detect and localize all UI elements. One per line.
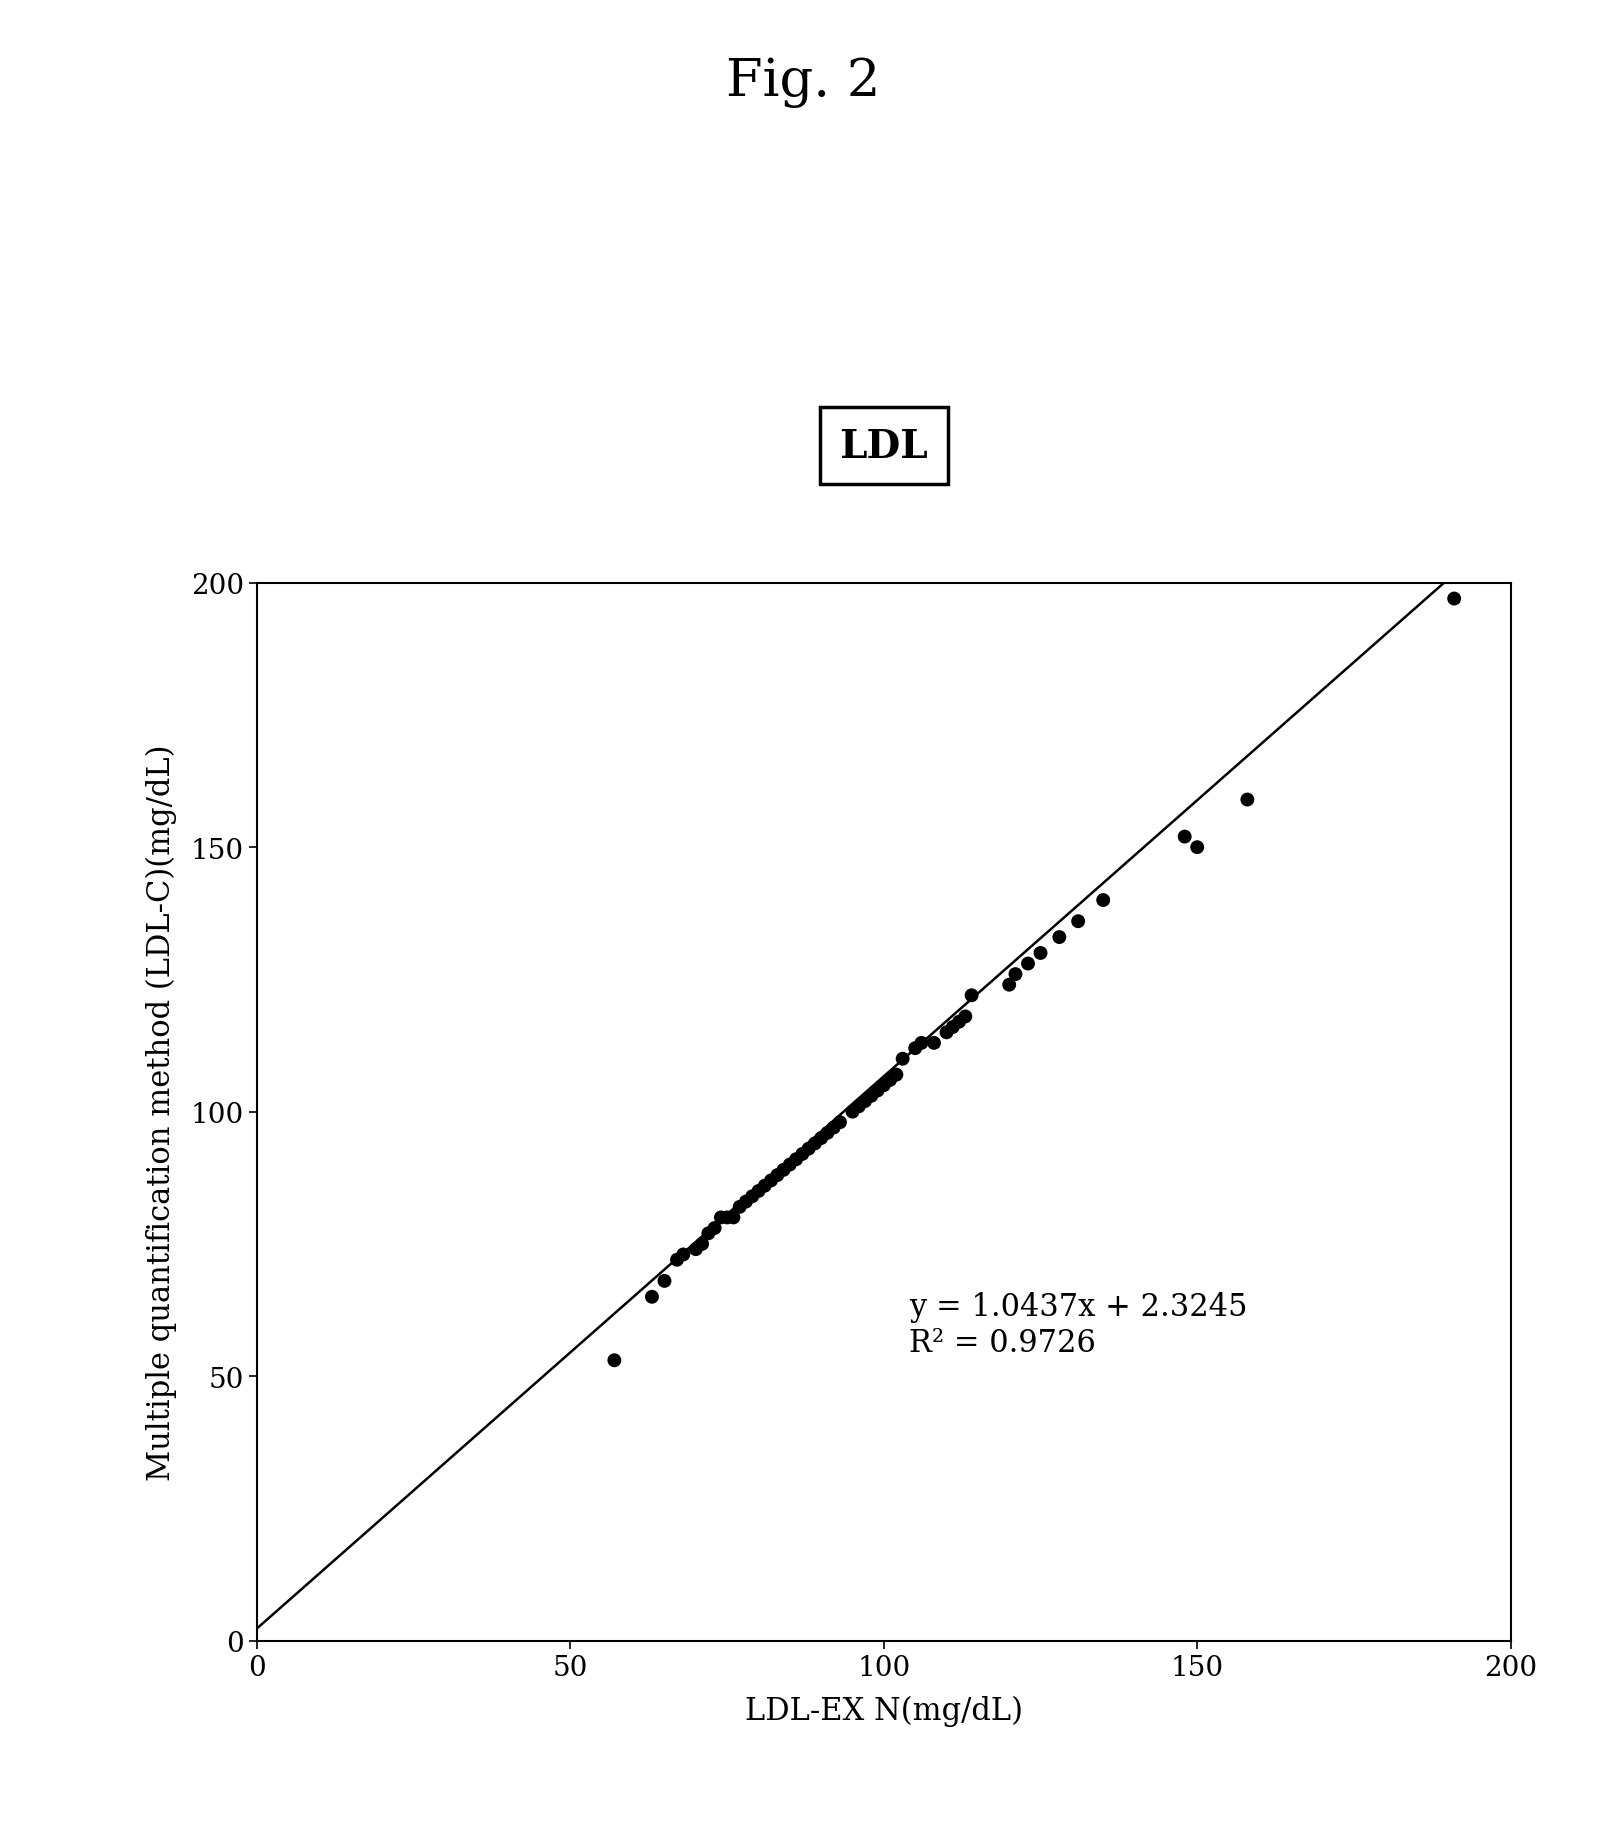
Text: y = 1.0437x + 2.3245
R² = 0.9726: y = 1.0437x + 2.3245 R² = 0.9726 (910, 1293, 1247, 1358)
Point (720, 1203, 746, 1232)
Point (714, 1203, 739, 1232)
Point (871, 1072, 897, 1101)
Point (959, 981, 985, 1010)
Point (1028, 939, 1054, 968)
Point (815, 1119, 840, 1148)
Point (664, 1245, 689, 1274)
Point (821, 1114, 847, 1143)
Point (789, 1139, 815, 1169)
Point (996, 970, 1022, 999)
Point (640, 1283, 665, 1313)
Point (795, 1134, 821, 1163)
Point (739, 1181, 765, 1210)
Point (808, 1123, 834, 1154)
X-axis label: LDL-EX N(mg/dL): LDL-EX N(mg/dL) (746, 1695, 1022, 1726)
Point (858, 1081, 884, 1110)
Point (1172, 822, 1197, 851)
Point (802, 1128, 828, 1158)
Point (845, 1092, 871, 1121)
Point (601, 1345, 627, 1375)
Point (890, 1045, 916, 1074)
Point (670, 1240, 696, 1269)
Point (1234, 786, 1260, 815)
Point (921, 1028, 947, 1057)
Text: LDL: LDL (839, 428, 929, 465)
Point (1046, 922, 1072, 952)
Point (852, 1087, 877, 1116)
Point (828, 1108, 853, 1138)
Point (726, 1192, 752, 1221)
Point (947, 1008, 972, 1037)
Point (759, 1167, 784, 1196)
Point (1090, 886, 1115, 915)
Point (1016, 950, 1041, 979)
Point (839, 1097, 865, 1127)
Point (652, 1267, 678, 1296)
Point (746, 1178, 771, 1207)
Point (940, 1014, 966, 1043)
Point (683, 1234, 709, 1263)
Point (771, 1156, 797, 1185)
Point (1003, 961, 1028, 990)
Point (865, 1076, 890, 1105)
Point (752, 1172, 778, 1201)
Point (953, 1003, 979, 1032)
Point (1065, 908, 1091, 937)
Point (696, 1220, 722, 1249)
Point (733, 1187, 759, 1216)
Point (689, 1229, 715, 1258)
Point (903, 1034, 929, 1063)
Point (702, 1214, 728, 1243)
Point (783, 1145, 808, 1174)
Point (877, 1066, 903, 1096)
Y-axis label: Multiple quantification method (LDL-C)(mg/dL): Multiple quantification method (LDL-C)(m… (146, 744, 177, 1480)
Point (1441, 585, 1467, 614)
Point (908, 1028, 934, 1057)
Point (1184, 833, 1210, 862)
Point (765, 1161, 791, 1190)
Point (709, 1203, 734, 1232)
Point (884, 1061, 910, 1090)
Text: Fig. 2: Fig. 2 (726, 57, 881, 108)
Point (778, 1150, 804, 1179)
Point (934, 1017, 959, 1046)
